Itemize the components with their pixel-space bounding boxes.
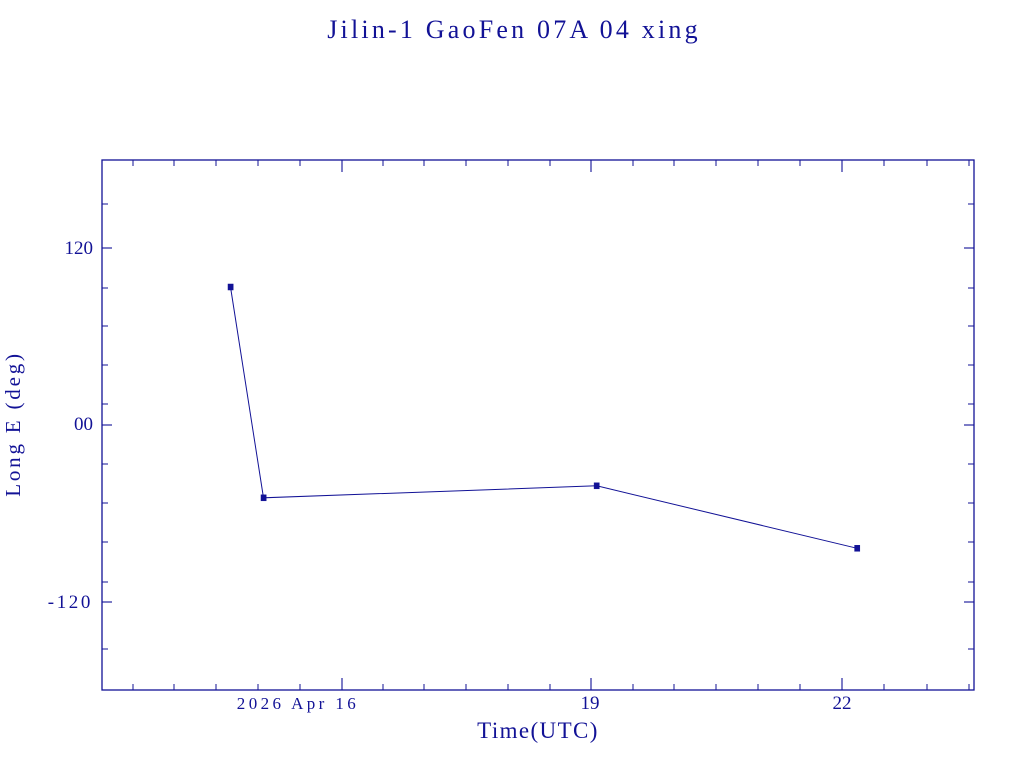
svg-text:-120: -120	[48, 592, 93, 613]
svg-text:00: 00	[74, 414, 93, 435]
svg-text:19: 19	[581, 693, 600, 714]
svg-text:Jilin-1 GaoFen 07A 04 xing: Jilin-1 GaoFen 07A 04 xing	[327, 15, 701, 44]
svg-text:2026 Apr 16: 2026 Apr 16	[237, 694, 359, 713]
svg-text:Time(UTC): Time(UTC)	[477, 718, 599, 743]
svg-text:22: 22	[833, 693, 852, 714]
svg-text:Long E (deg): Long E (deg)	[1, 351, 25, 497]
svg-text:120: 120	[65, 238, 94, 259]
